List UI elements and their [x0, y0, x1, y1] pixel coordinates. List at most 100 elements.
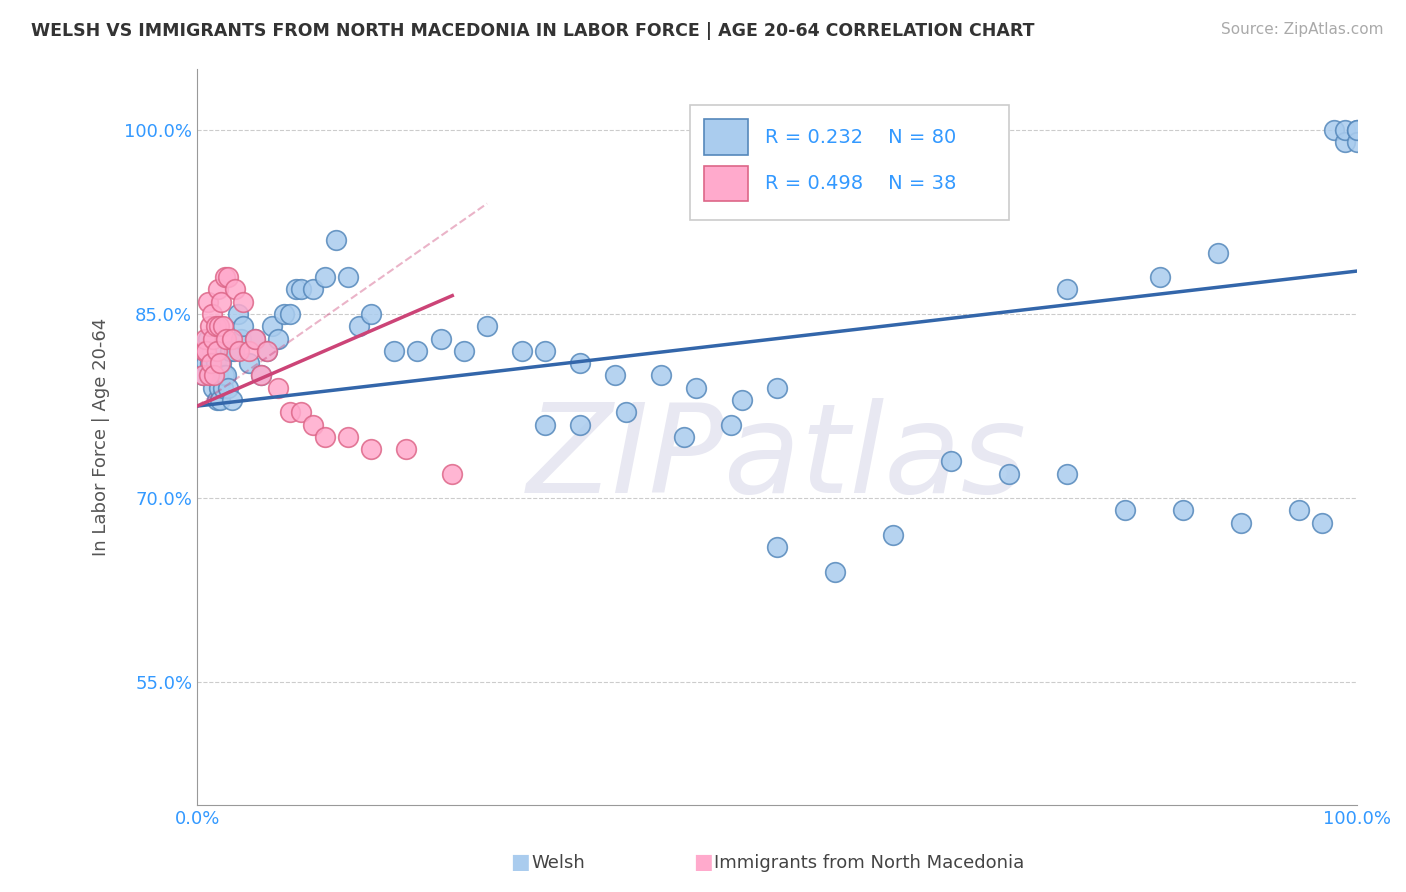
Point [603, 368, 626, 383]
Point [238, 343, 260, 358]
Point [207, 283, 229, 297]
Point [1288, 503, 1310, 517]
Point [290, 405, 312, 419]
Point [202, 332, 225, 346]
Point [204, 368, 226, 383]
Point [211, 381, 233, 395]
Point [243, 332, 266, 346]
Point [360, 307, 382, 321]
Point [215, 332, 238, 346]
Point [207, 368, 229, 383]
Point [1323, 123, 1346, 137]
Point [314, 270, 336, 285]
Text: R = 0.232    N = 80: R = 0.232 N = 80 [765, 128, 956, 146]
Y-axis label: In Labor Force | Age 20-64: In Labor Force | Age 20-64 [93, 318, 110, 556]
Point [232, 319, 254, 334]
Point [1346, 135, 1368, 149]
Point [209, 356, 232, 370]
Point [1346, 123, 1368, 137]
Point [204, 368, 226, 383]
Point [273, 307, 295, 321]
Point [1056, 283, 1078, 297]
Point [195, 356, 218, 370]
Point [217, 381, 239, 395]
Text: Source: ZipAtlas.com: Source: ZipAtlas.com [1220, 22, 1384, 37]
Point [534, 343, 557, 358]
Point [267, 381, 290, 395]
Point [193, 343, 215, 358]
Point [195, 343, 218, 358]
Point [197, 368, 219, 383]
Point [197, 294, 219, 309]
Bar [704, 120, 748, 154]
Point [256, 343, 278, 358]
Point [201, 343, 224, 358]
Point [1230, 516, 1253, 530]
Point [1310, 516, 1333, 530]
Point [441, 467, 464, 481]
Point [201, 307, 224, 321]
Point [221, 332, 243, 346]
Text: WELSH VS IMMIGRANTS FROM NORTH MACEDONIA IN LABOR FORCE | AGE 20-64 CORRELATION : WELSH VS IMMIGRANTS FROM NORTH MACEDONIA… [31, 22, 1035, 40]
Point [510, 343, 533, 358]
Point [336, 430, 359, 444]
Point [204, 319, 226, 334]
Point [191, 368, 214, 383]
Point [267, 332, 290, 346]
Point [336, 270, 359, 285]
Point [939, 454, 962, 468]
Point [218, 343, 240, 358]
Point [731, 392, 754, 407]
Point [766, 541, 789, 555]
Point [568, 417, 591, 432]
Point [200, 368, 222, 383]
Point [766, 381, 789, 395]
Point [243, 332, 266, 346]
Point [194, 343, 217, 358]
Point [673, 430, 696, 444]
Point [211, 319, 233, 334]
Point [197, 332, 219, 346]
Point [250, 368, 273, 383]
Point [1114, 503, 1136, 517]
Point [209, 294, 232, 309]
Point [205, 392, 228, 407]
Text: Immigrants from North Macedonia: Immigrants from North Macedonia [714, 855, 1025, 872]
Point [382, 343, 405, 358]
Point [238, 356, 260, 370]
Point [429, 332, 451, 346]
Point [191, 368, 214, 383]
Text: ■: ■ [510, 853, 530, 872]
Point [824, 565, 846, 579]
Point [214, 270, 236, 285]
Point [284, 283, 307, 297]
Point [262, 319, 284, 334]
Point [208, 381, 231, 395]
Point [256, 343, 278, 358]
Point [226, 307, 249, 321]
Point [314, 430, 336, 444]
Point [998, 467, 1021, 481]
Point [395, 442, 418, 456]
Point [406, 343, 429, 358]
Point [278, 405, 301, 419]
Point [231, 332, 253, 346]
Point [278, 307, 301, 321]
Point [1149, 270, 1171, 285]
Point [1206, 245, 1229, 260]
Point [882, 528, 904, 542]
Point [250, 368, 273, 383]
Point [650, 368, 672, 383]
Point [224, 343, 246, 358]
Point [475, 319, 498, 334]
Point [228, 343, 250, 358]
Point [453, 343, 475, 358]
Point [1334, 123, 1357, 137]
Point [534, 417, 557, 432]
Point [221, 392, 243, 407]
Point [194, 332, 217, 346]
Point [290, 283, 312, 297]
Point [205, 343, 228, 358]
Point [202, 381, 225, 395]
Point [212, 368, 235, 383]
